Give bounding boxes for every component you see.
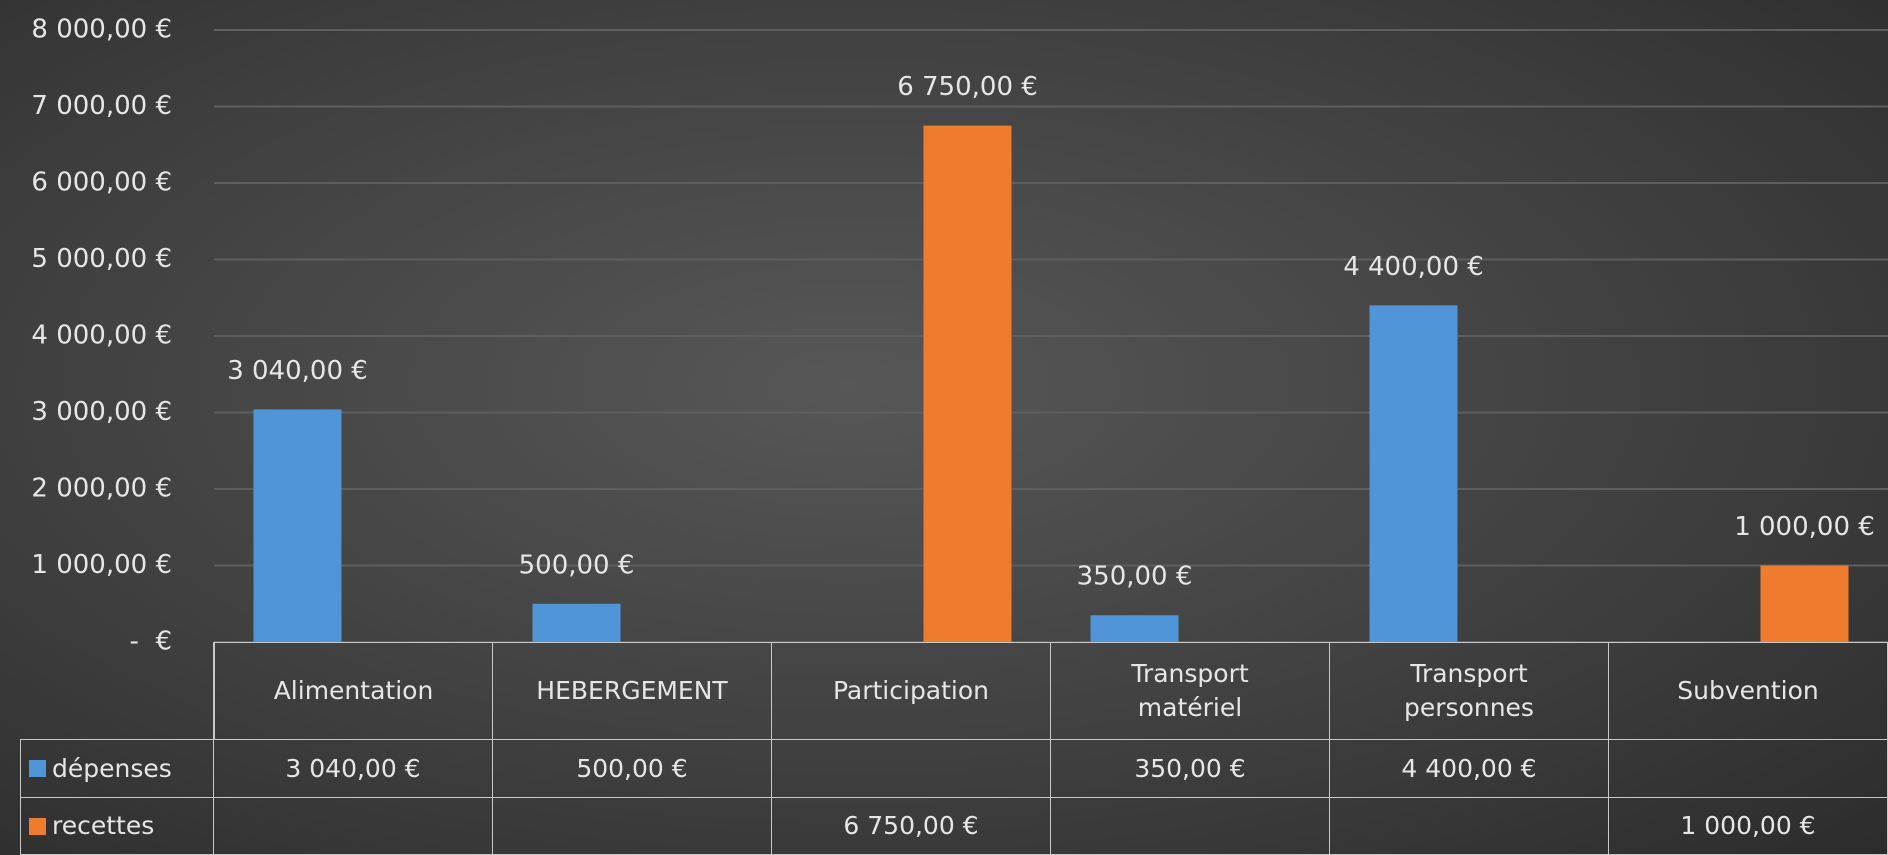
data-label: 500,00 €	[519, 550, 635, 580]
legend-swatch	[29, 817, 46, 835]
category-cell: Subvention	[1609, 642, 1888, 740]
y-tick-label: 6 000,00 €	[31, 168, 172, 198]
bar	[253, 409, 342, 642]
category-cell: HEBERGEMENT	[493, 642, 772, 740]
legend-swatch	[29, 760, 46, 777]
value-cell: 350,00 €	[1051, 740, 1330, 798]
data-label: 6 750,00 €	[897, 72, 1038, 102]
category-cell-text: Alimentation	[273, 676, 434, 706]
bar	[532, 603, 621, 642]
y-tick-label: 8 000,00 €	[31, 15, 172, 45]
data-label: 1 000,00 €	[1734, 512, 1875, 542]
value-cell: 6 750,00 €	[772, 798, 1051, 855]
category-cell-text: Transport personnes	[1404, 659, 1534, 722]
y-tick-label: 7 000,00 €	[31, 91, 172, 121]
data-label: 3 040,00 €	[227, 356, 368, 386]
category-cell-text: HEBERGEMENT	[536, 676, 728, 706]
category-cell: Transport matériel	[1051, 642, 1330, 740]
legend-cell: recettes	[20, 798, 214, 855]
y-tick-label: 3 000,00 €	[31, 397, 172, 427]
category-cell-text: Participation	[832, 676, 990, 706]
category-cell-text: Subvention	[1677, 676, 1819, 706]
value-cell: 4 400,00 €	[1330, 740, 1609, 798]
value-cell	[772, 740, 1051, 798]
category-cell-text: Transport matériel	[1131, 659, 1249, 722]
category-cell: Transport personnes	[1330, 642, 1609, 740]
y-tick-label: - €	[130, 627, 172, 657]
data-table: Alimentation HEBERGEMENT Participation Tran…	[20, 642, 1888, 855]
legend-label: recettes	[52, 811, 155, 841]
value-cell-text: 500,00 €	[576, 753, 688, 783]
y-tick-label: 1 000,00 €	[31, 550, 172, 580]
y-tick-label: 4 000,00 €	[31, 321, 172, 351]
table-corner	[20, 642, 214, 740]
value-cell	[1330, 798, 1609, 855]
bar	[1760, 565, 1849, 642]
y-tick-label: 5 000,00 €	[31, 244, 172, 274]
value-cell	[1609, 740, 1888, 798]
value-cell: 500,00 €	[493, 740, 772, 798]
value-cell-text: 6 750,00 €	[843, 811, 979, 841]
value-cell	[1051, 798, 1330, 855]
value-cell-text: 3 040,00 €	[285, 753, 421, 783]
value-cell	[214, 798, 493, 855]
data-label: 4 400,00 €	[1343, 252, 1484, 282]
bar	[1369, 305, 1458, 642]
value-cell: 3 040,00 €	[214, 740, 493, 798]
value-cell: 1 000,00 €	[1609, 798, 1888, 855]
value-cell	[493, 798, 772, 855]
data-label: 350,00 €	[1077, 562, 1193, 592]
category-cell: Alimentation	[214, 642, 493, 740]
bar	[1090, 615, 1179, 642]
value-cell-text: 350,00 €	[1134, 753, 1246, 783]
y-tick-label: 2 000,00 €	[31, 474, 172, 504]
legend-cell: dépenses	[20, 740, 214, 798]
category-cell: Participation	[772, 642, 1051, 740]
value-cell-text: 4 400,00 €	[1401, 753, 1537, 783]
bar	[923, 125, 1012, 642]
value-cell-text: 1 000,00 €	[1680, 811, 1816, 841]
legend-label: dépenses	[52, 753, 172, 783]
